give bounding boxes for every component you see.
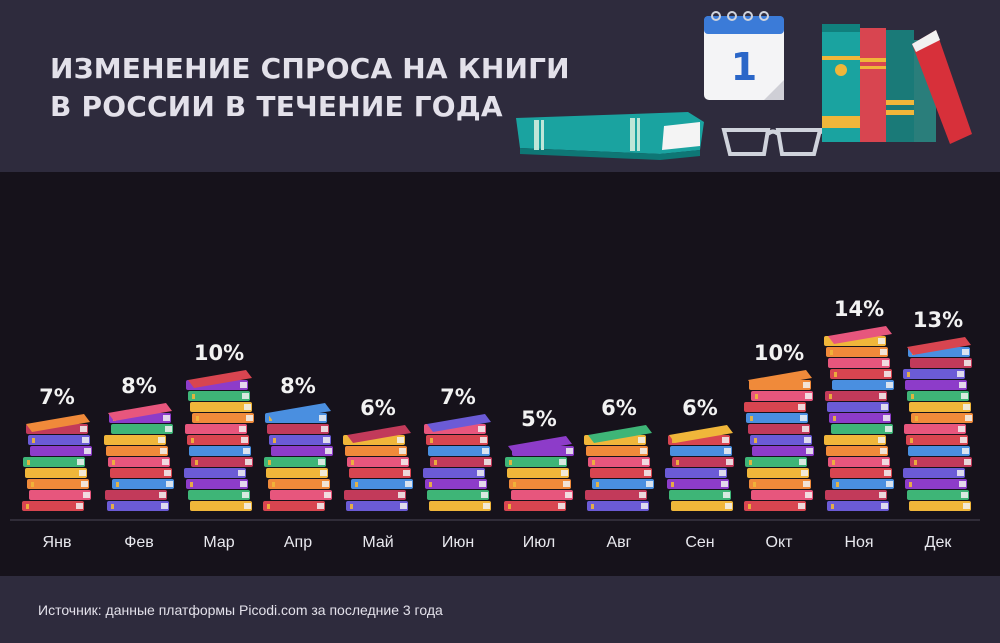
x-tick-label: Июн [442,534,474,551]
bookshelf-icon [822,24,972,144]
bar-Авг [584,425,654,511]
x-tick-label: Фев [124,534,154,551]
value-label: 13% [913,308,963,332]
bar-Июл [504,436,574,511]
x-tick-label: Авг [606,534,631,551]
glasses-icon [721,128,833,156]
x-tick-label: Окт [766,534,794,551]
value-label: 5% [521,407,557,431]
x-tick-label: Май [362,534,393,551]
page-title: ИЗМЕНЕНИЕ СПРОСА НА КНИГИ В РОССИИ В ТЕЧ… [50,50,570,126]
x-tick-label: Дек [925,534,953,551]
bar-Янв [22,414,92,511]
footer: Источник: данные платформы Picodi.com за… [0,576,1000,643]
bar-Апр [263,403,333,511]
chart-area: 7% Янв 8% Фев 10% Мар 8% Апр 6% Май 7% Июн 5% Июл 6% Ав… [0,172,1000,576]
bar-Май [343,425,413,511]
x-tick-label: Ноя [844,534,873,551]
bar-Окт [744,370,814,511]
value-label: 14% [834,297,884,321]
value-label: 6% [601,396,637,420]
bar-Фев [104,403,174,511]
source-note: Источник: данные платформы Picodi.com за… [38,602,443,618]
value-label: 8% [280,374,316,398]
header-illustration: 1 [516,11,972,160]
bar-Мар [184,370,254,511]
value-label: 6% [360,396,396,420]
header: ИЗМЕНЕНИЕ СПРОСА НА КНИГИ В РОССИИ В ТЕЧ… [0,0,1000,172]
x-tick-label: Мар [203,534,234,551]
bar-Июн [423,414,492,511]
value-label: 8% [121,374,157,398]
value-label: 10% [754,341,804,365]
value-label: 7% [440,385,476,409]
bar-Дек [903,337,973,511]
x-tick-label: Апр [284,534,312,551]
bar-chart: 7% Янв 8% Фев 10% Мар 8% Апр 6% Май 7% Июн 5% Июл 6% Ав… [10,297,980,551]
value-label: 7% [39,385,75,409]
value-label: 10% [194,341,244,365]
bar-Ноя [824,326,894,511]
x-tick-label: Янв [43,534,72,551]
bar-Сен [665,425,734,511]
title-line-2: В РОССИИ В ТЕЧЕНИЕ ГОДА [50,90,503,123]
calendar-day: 1 [731,45,757,89]
value-label: 6% [682,396,718,420]
title-line-1: ИЗМЕНЕНИЕ СПРОСА НА КНИГИ [50,52,570,85]
x-tick-label: Сен [685,534,714,551]
book-icon [516,112,704,160]
calendar-icon: 1 [704,11,784,100]
x-tick-label: Июл [523,534,555,551]
